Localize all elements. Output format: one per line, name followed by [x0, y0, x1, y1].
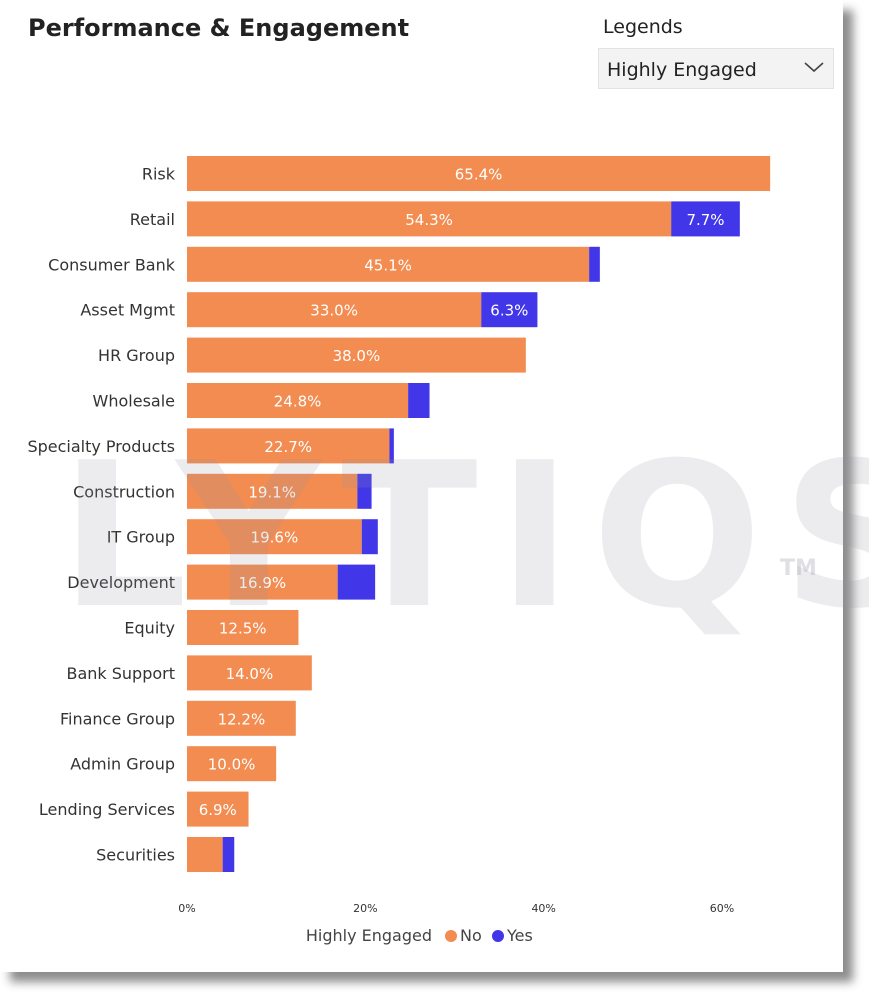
bar-yes[interactable]: [361, 519, 378, 555]
data-label: 24.8%: [274, 393, 322, 411]
category-label: Finance Group: [60, 709, 175, 728]
data-label: 16.9%: [239, 574, 287, 592]
legend-swatch-yes: [492, 930, 504, 942]
data-label: 14.0%: [226, 665, 274, 683]
data-label: 38.0%: [333, 347, 381, 365]
bar-yes[interactable]: [589, 246, 600, 282]
category-label: Specialty Products: [27, 437, 175, 456]
page-title: Performance & Engagement: [28, 14, 410, 42]
legend-entry-yes[interactable]: Yes: [506, 926, 533, 945]
category-label: Equity: [124, 619, 175, 638]
category-label: Retail: [130, 210, 175, 229]
bar-no[interactable]: [187, 610, 299, 645]
category-label: Bank Support: [66, 664, 175, 683]
category-label: IT Group: [107, 528, 175, 547]
bar-no[interactable]: [187, 383, 409, 418]
data-label: 33.0%: [310, 302, 358, 320]
x-tick-label: 60%: [710, 902, 734, 915]
category-label: Securities: [96, 846, 175, 865]
category-label: Consumer Bank: [48, 255, 176, 274]
x-tick-label: 20%: [353, 902, 377, 915]
bar-yes[interactable]: [222, 837, 235, 872]
legend-title: Highly Engaged: [306, 926, 432, 945]
bar-no[interactable]: [187, 337, 526, 373]
category-label: Asset Mgmt: [80, 301, 175, 320]
legends-dropdown-value: Highly Engaged: [607, 59, 757, 81]
data-label: 65.4%: [455, 166, 503, 184]
chevron-down-icon: [804, 62, 824, 73]
bar-no[interactable]: [187, 292, 482, 328]
bar-no[interactable]: [187, 746, 277, 782]
bar-yes[interactable]: [408, 383, 430, 418]
data-label: 6.9%: [199, 801, 237, 819]
bar-no[interactable]: [187, 201, 672, 237]
bar-no[interactable]: [187, 428, 390, 464]
legends-label: Legends: [603, 16, 683, 38]
bar-no[interactable]: [187, 700, 296, 736]
bar-no[interactable]: [187, 156, 771, 191]
category-label: HR Group: [98, 346, 175, 365]
bar-yes[interactable]: [389, 428, 394, 464]
data-label: 22.7%: [264, 438, 312, 456]
legend-entry-no[interactable]: No: [460, 926, 482, 945]
x-tick-label: 40%: [531, 902, 555, 915]
category-label: Development: [67, 573, 175, 592]
bar-no[interactable]: [187, 791, 249, 827]
data-label: 19.6%: [251, 529, 299, 547]
data-label: 54.3%: [405, 211, 453, 229]
data-label: 7.7%: [686, 211, 724, 229]
category-label: Risk: [142, 165, 176, 184]
category-label: Construction: [73, 482, 175, 501]
bar-yes[interactable]: [671, 201, 740, 237]
chart-card: Performance & Engagement Legends Highly …: [27, 14, 869, 945]
data-label: 45.1%: [364, 256, 412, 274]
bar-no[interactable]: [187, 837, 223, 872]
bar-yes[interactable]: [337, 564, 376, 600]
bar-no[interactable]: [187, 564, 338, 600]
bar-no[interactable]: [187, 246, 590, 282]
data-label: 6.3%: [490, 302, 528, 320]
data-label: 10.0%: [208, 756, 256, 774]
legend-swatch-no: [445, 930, 457, 942]
category-label: Wholesale: [93, 392, 175, 411]
bar-yes[interactable]: [481, 292, 538, 328]
x-tick-label: 0%: [178, 902, 195, 915]
bar-chart: Risk 65.4% Retail 54.3% 7.7% Consumer Bank 45.…: [27, 156, 771, 945]
category-label: Admin Group: [70, 755, 175, 774]
legends-dropdown[interactable]: Highly Engaged: [598, 48, 834, 89]
category-label: Lending Services: [39, 800, 175, 819]
data-label: 12.5%: [219, 620, 267, 638]
bar-no[interactable]: [187, 655, 312, 691]
bar-yes[interactable]: [357, 473, 372, 509]
data-label: 19.1%: [248, 483, 296, 501]
bar-no[interactable]: [187, 519, 362, 555]
data-label: 12.2%: [218, 710, 266, 728]
bar-no[interactable]: [187, 473, 358, 509]
